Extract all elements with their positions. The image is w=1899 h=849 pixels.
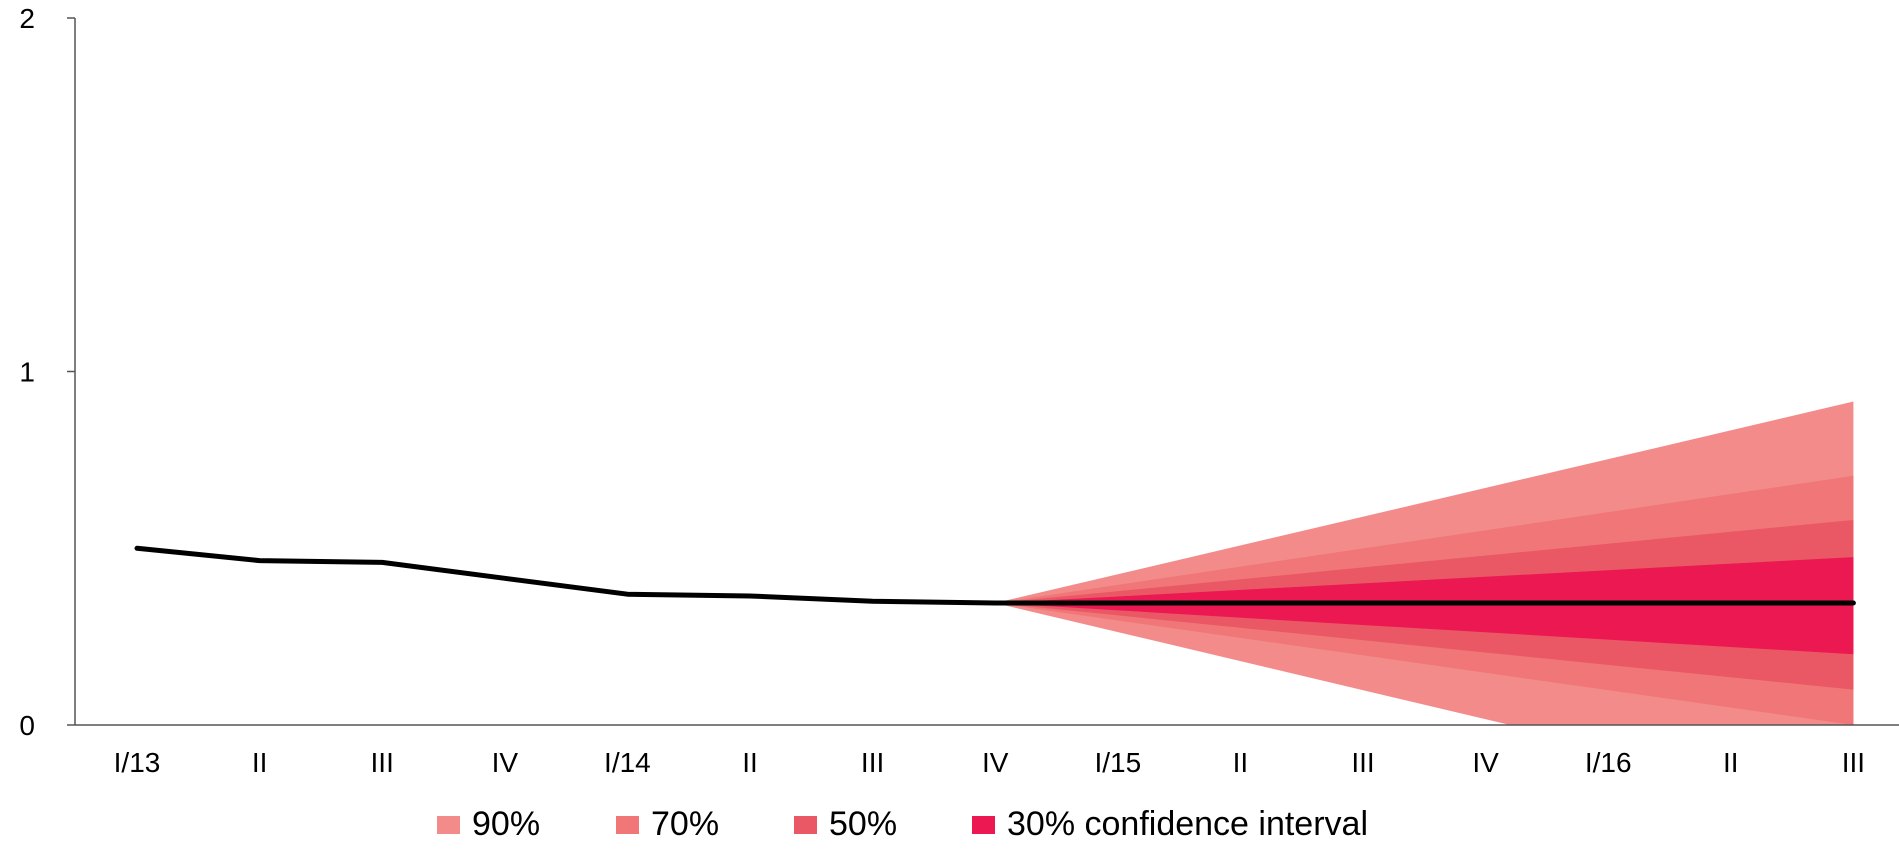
x-tick-label: III — [1351, 747, 1374, 778]
legend: 90% 70% 50% 30% confidence interval — [437, 805, 1368, 843]
x-tick-label: II — [1723, 747, 1739, 778]
x-tick-label: IV — [1472, 747, 1499, 778]
x-tick-label: II — [742, 747, 758, 778]
x-tick-label: III — [1842, 747, 1865, 778]
legend-label: 30% confidence interval — [1007, 805, 1368, 843]
legend-label: 50% — [829, 805, 897, 843]
x-tick-label: I/13 — [114, 747, 161, 778]
y-tick-label: 1 — [19, 357, 35, 388]
y-ticks: 0 1 2 — [19, 3, 75, 741]
legend-swatch — [794, 816, 817, 834]
x-tick-label: I/15 — [1094, 747, 1141, 778]
x-ticks: I/13 II III IV I/14 II III IV I/15 II III IV I/16 II I… — [114, 747, 1865, 778]
y-tick-label: 2 — [19, 3, 35, 34]
x-tick-label: III — [371, 747, 394, 778]
legend-swatch — [616, 816, 639, 834]
x-tick-label: I/14 — [604, 747, 651, 778]
x-tick-label: II — [252, 747, 268, 778]
x-tick-label: I/16 — [1585, 747, 1632, 778]
x-tick-label: IV — [982, 747, 1009, 778]
y-tick-label: 0 — [19, 710, 35, 741]
legend-swatch — [972, 816, 995, 834]
x-tick-label: IV — [492, 747, 519, 778]
confidence-band-4 — [995, 557, 1854, 655]
legend-label: 70% — [651, 805, 719, 843]
legend-swatch — [437, 816, 460, 834]
x-tick-label: III — [861, 747, 884, 778]
series-line — [134, 545, 1856, 606]
x-tick-label: II — [1233, 747, 1249, 778]
series-lines — [134, 545, 1856, 606]
legend-label: 90% — [472, 805, 540, 843]
